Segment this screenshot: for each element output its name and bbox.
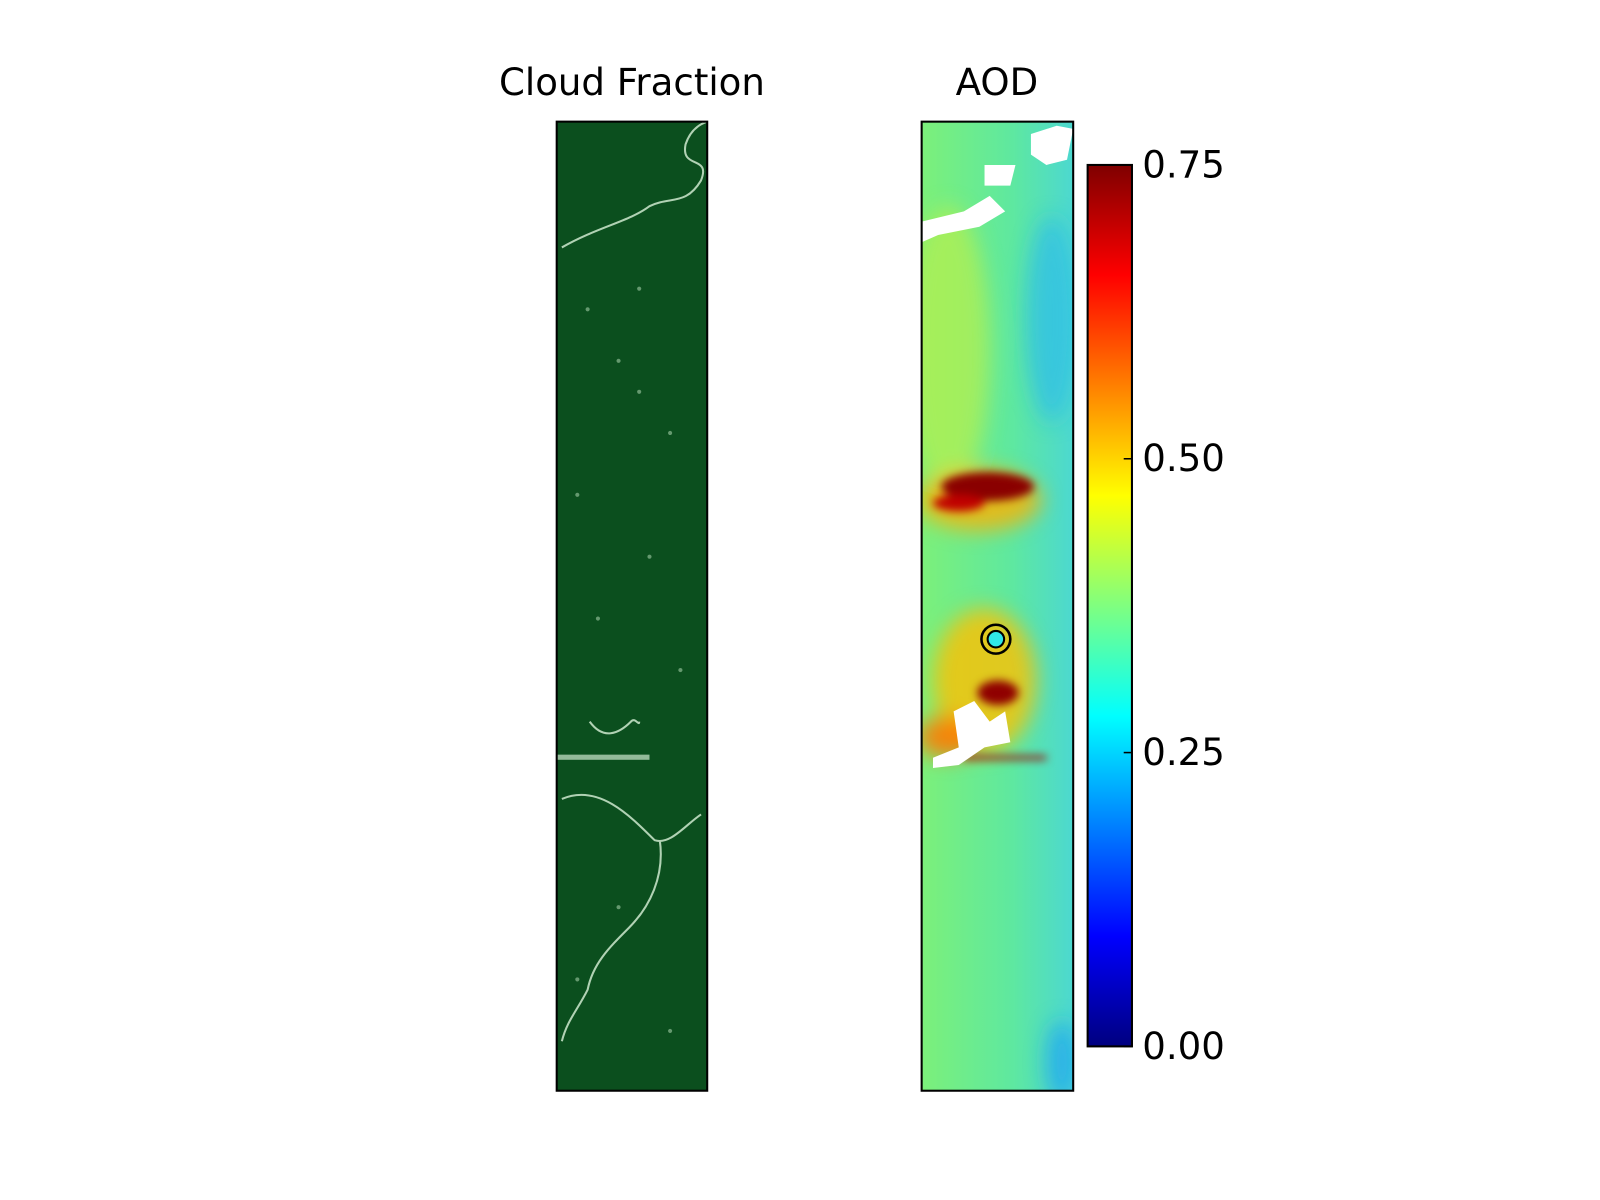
colorbar-tick-label: 0.75 bbox=[1142, 143, 1225, 186]
colorbar-tick-label: 0.25 bbox=[1142, 731, 1225, 774]
site-ring bbox=[980, 623, 1012, 655]
colorbar-tick-label: 0.50 bbox=[1142, 437, 1225, 480]
site-marker bbox=[986, 629, 1006, 649]
colorbar-fill bbox=[1086, 163, 1133, 1048]
panel-frame bbox=[920, 120, 1075, 1092]
panel-title: AOD bbox=[956, 61, 1039, 104]
colorbar: 0.00 0.25 0.50 0.75 bbox=[1086, 143, 1225, 1068]
panel-frame bbox=[555, 120, 709, 1092]
panel-title: Cloud Fraction bbox=[499, 61, 765, 104]
colorbar-tick-label: 0.00 bbox=[1142, 1025, 1225, 1068]
cloud-image bbox=[556, 121, 708, 1091]
aod-image bbox=[921, 121, 1074, 1091]
